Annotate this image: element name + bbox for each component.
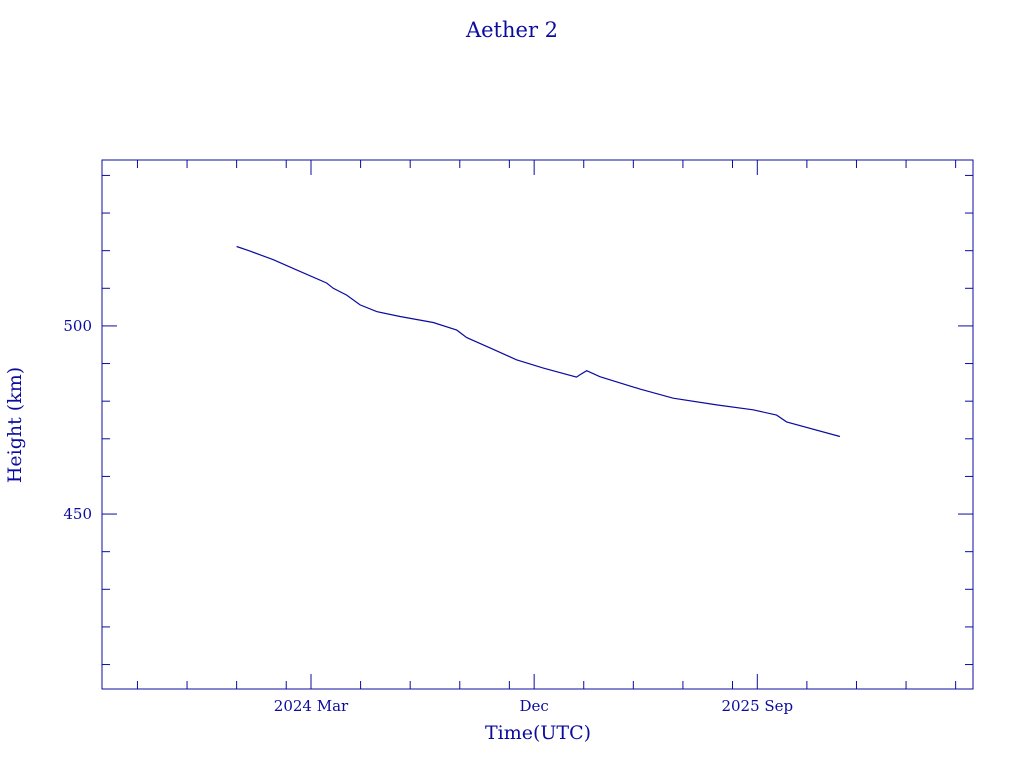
plot-frame — [101, 159, 974, 690]
chart-title: Aether 2 — [465, 18, 558, 42]
x-axis-label: Time(UTC) — [485, 722, 591, 744]
y-axis-label: Height (km) — [4, 367, 26, 483]
x-tick-label: 2024 Mar — [274, 697, 349, 715]
y-tick-label: 450 — [63, 505, 92, 523]
series-line-aether-2 — [236, 245, 841, 438]
x-tick-label: Dec — [519, 697, 548, 715]
y-tick-label: 500 — [63, 317, 92, 335]
x-tick-label: 2025 Sep — [721, 697, 793, 715]
